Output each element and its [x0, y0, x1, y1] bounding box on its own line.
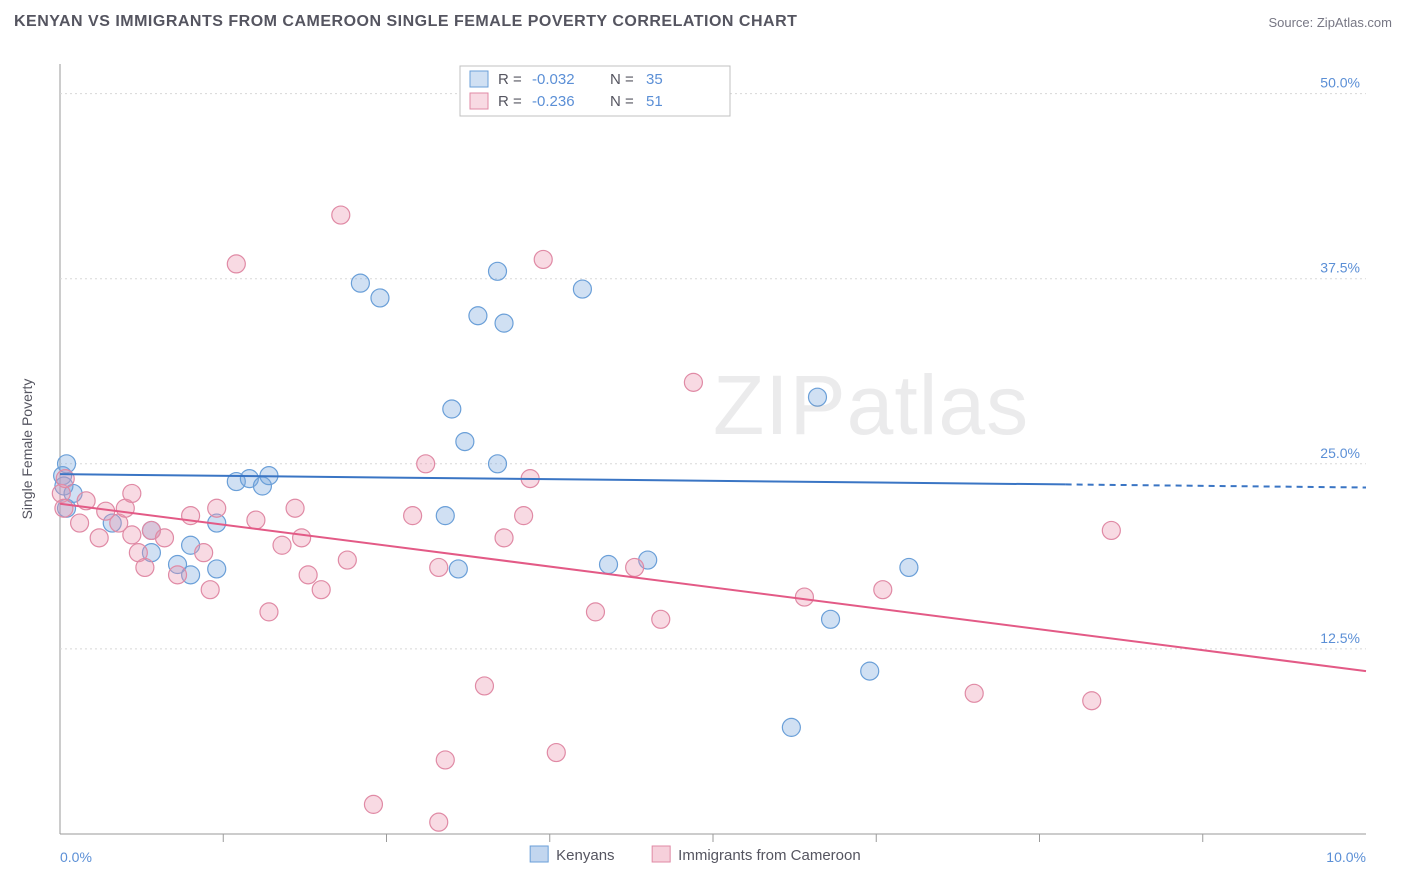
scatter-point: [247, 511, 265, 529]
scatter-point: [351, 274, 369, 292]
legend-swatch: [470, 71, 488, 87]
scatter-point: [443, 400, 461, 418]
scatter-point: [475, 677, 493, 695]
scatter-point: [489, 455, 507, 473]
scatter-point: [495, 314, 513, 332]
scatter-point: [782, 718, 800, 736]
legend-series-label: Immigrants from Cameroon: [678, 847, 861, 864]
scatter-point: [1102, 521, 1120, 539]
scatter-point: [71, 514, 89, 532]
scatter-point: [56, 470, 74, 488]
scatter-point: [874, 581, 892, 599]
scatter-point: [900, 558, 918, 576]
scatter-chart: 12.5% 25.0% 37.5% 50.0% 0.0% 10.0% Single Fema…: [10, 44, 1396, 882]
scatter-point: [155, 529, 173, 547]
scatter-point: [208, 560, 226, 578]
scatter-point: [201, 581, 219, 599]
scatter-point: [227, 255, 245, 273]
legend-swatch: [470, 93, 488, 109]
scatter-point: [312, 581, 330, 599]
scatter-point: [822, 610, 840, 628]
scatter-point: [586, 603, 604, 621]
scatter-point: [600, 556, 618, 574]
scatter-point: [293, 529, 311, 547]
scatter-point: [371, 289, 389, 307]
scatter-point: [273, 536, 291, 554]
legend-series-label: Kenyans: [556, 847, 614, 864]
scatter-point: [573, 280, 591, 298]
scatter-point: [169, 566, 187, 584]
scatter-point: [260, 603, 278, 621]
scatter-point: [489, 262, 507, 280]
scatter-point: [136, 558, 154, 576]
scatter-point: [404, 507, 422, 525]
scatter-point: [861, 662, 879, 680]
scatter-point: [436, 751, 454, 769]
scatter-point: [495, 529, 513, 547]
legend-n-label: N =: [610, 93, 634, 110]
chart-header: KENYAN VS IMMIGRANTS FROM CAMEROON SINGL…: [0, 0, 1406, 44]
scatter-point: [55, 499, 73, 517]
legend-r-value: -0.236: [532, 93, 575, 110]
chart-source: Source: ZipAtlas.com: [1268, 15, 1392, 30]
scatter-point: [515, 507, 533, 525]
scatter-point: [299, 566, 317, 584]
legend-r-label: R =: [498, 93, 522, 110]
scatter-point: [417, 455, 435, 473]
legend-r-value: -0.032: [532, 71, 575, 88]
scatter-point: [684, 373, 702, 391]
trend-line-dashed: [1066, 484, 1366, 487]
scatter-point: [965, 684, 983, 702]
scatter-point: [795, 588, 813, 606]
y-tick-label: 12.5%: [1320, 630, 1360, 646]
trend-line: [60, 504, 1366, 671]
scatter-point: [364, 795, 382, 813]
scatter-point: [123, 526, 141, 544]
x-tick-label: 0.0%: [60, 849, 92, 865]
scatter-point: [469, 307, 487, 325]
scatter-point: [338, 551, 356, 569]
legend-n-value: 35: [646, 71, 663, 88]
chart-container: 12.5% 25.0% 37.5% 50.0% 0.0% 10.0% Single Fema…: [10, 44, 1396, 882]
scatter-point: [436, 507, 454, 525]
scatter-point: [208, 499, 226, 517]
scatter-point: [286, 499, 304, 517]
trend-line: [60, 474, 1066, 484]
scatter-point: [195, 544, 213, 562]
legend-swatch: [652, 846, 670, 862]
legend-n-label: N =: [610, 71, 634, 88]
scatter-point: [1083, 692, 1101, 710]
scatter-point: [808, 388, 826, 406]
legend-swatch: [530, 846, 548, 862]
scatter-point: [534, 250, 552, 268]
scatter-point: [430, 813, 448, 831]
scatter-point: [626, 558, 644, 576]
y-tick-label: 25.0%: [1320, 445, 1360, 461]
source-value: ZipAtlas.com: [1317, 15, 1392, 30]
y-tick-label: 37.5%: [1320, 260, 1360, 276]
source-label: Source:: [1268, 15, 1316, 30]
scatter-point: [456, 433, 474, 451]
y-axis-label: Single Female Poverty: [19, 379, 35, 520]
x-tick-label: 10.0%: [1326, 849, 1366, 865]
y-tick-label: 50.0%: [1320, 75, 1360, 91]
scatter-point: [332, 206, 350, 224]
scatter-point: [449, 560, 467, 578]
scatter-point: [90, 529, 108, 547]
scatter-point: [123, 484, 141, 502]
chart-title: KENYAN VS IMMIGRANTS FROM CAMEROON SINGL…: [14, 13, 797, 31]
legend-n-value: 51: [646, 93, 663, 110]
scatter-point: [547, 744, 565, 762]
scatter-point: [430, 558, 448, 576]
scatter-point: [652, 610, 670, 628]
legend-r-label: R =: [498, 71, 522, 88]
